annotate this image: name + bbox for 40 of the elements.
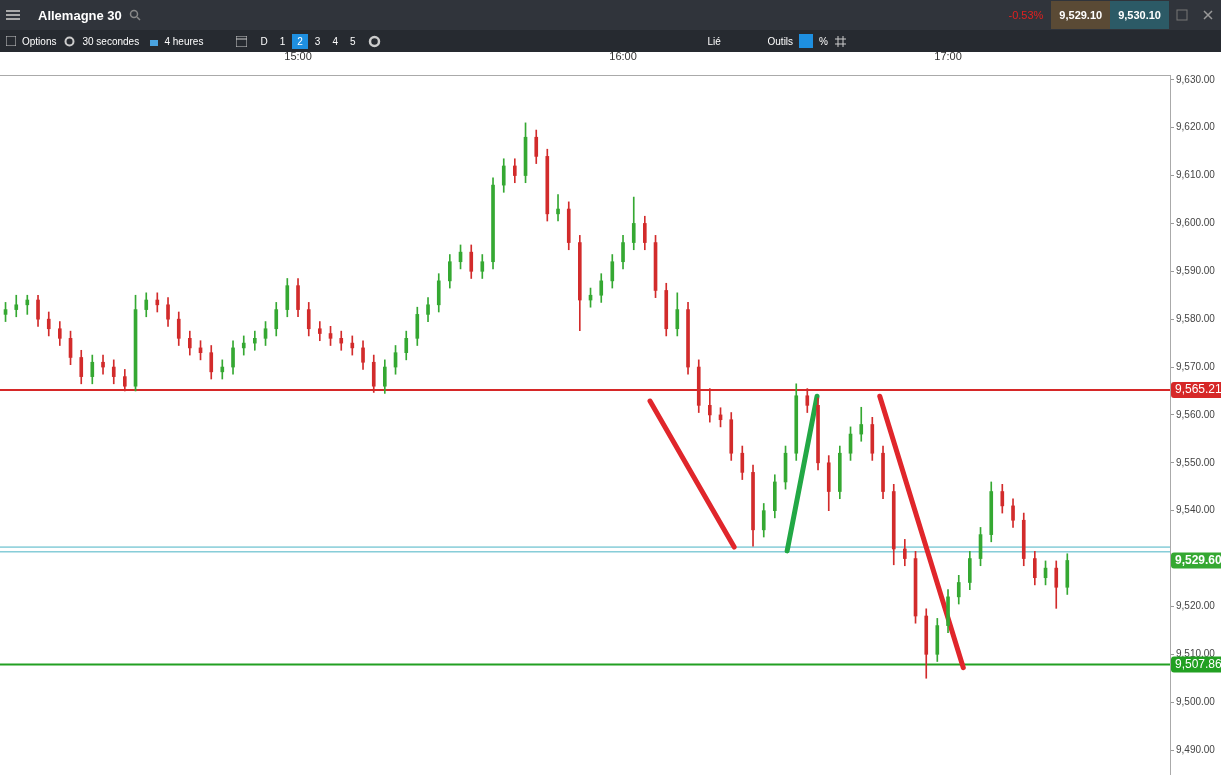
candlestick <box>252 330 257 351</box>
candlestick <box>556 194 560 222</box>
y-tick-label: 9,490.00 <box>1176 743 1216 755</box>
text: Options <box>22 35 57 47</box>
text: D <box>259 34 269 49</box>
x-tick-label: 17:00 <box>934 50 962 63</box>
text: 9,529.10 <box>1051 1 1111 29</box>
y-tick-label: 9,620.00 <box>1176 121 1216 133</box>
y-tick-label: 9,500.00 <box>1176 695 1216 707</box>
y-tick-label: 9,520.00 <box>1176 600 1216 612</box>
candlestick <box>101 354 105 375</box>
text: % <box>819 35 828 47</box>
text: 3 <box>313 34 322 49</box>
y-tick-label: 9,600.00 <box>1176 217 1216 229</box>
text: 2 <box>292 33 308 49</box>
text: 9,529.60 <box>1175 552 1221 567</box>
text: 1 <box>278 34 287 49</box>
y-tick-label: 9,590.00 <box>1176 265 1216 277</box>
ref-line-label: 9,507.86 <box>1175 656 1221 671</box>
y-tick-label: 9,550.00 <box>1176 456 1216 468</box>
text: 4 heures <box>164 35 205 47</box>
y-tick-label: 9,630.00 <box>1176 73 1216 85</box>
y-tick-label: 9,560.00 <box>1176 408 1216 420</box>
text: 4 <box>331 34 339 49</box>
chart-title: Allemagne 30 <box>38 7 122 23</box>
x-tick-label: 16:00 <box>609 50 637 63</box>
text: Lié <box>707 35 722 47</box>
y-tick-label: 9,540.00 <box>1176 504 1216 516</box>
text: 30 secondes <box>82 35 141 47</box>
y-tick-label: 9,570.00 <box>1176 360 1216 372</box>
x-tick-label: 15:00 <box>284 50 312 63</box>
text: 9,530.10 <box>1110 1 1169 29</box>
candlestick <box>25 294 30 315</box>
y-tick-label: 9,580.00 <box>1176 312 1216 324</box>
y-tick-label: 9,610.00 <box>1176 169 1216 181</box>
text: 5 <box>348 34 357 49</box>
text: -0.53% <box>1008 9 1044 21</box>
text: Outils <box>767 35 794 47</box>
ref-line-label: 9,565.21 <box>1175 382 1221 397</box>
candlestick <box>339 330 344 351</box>
